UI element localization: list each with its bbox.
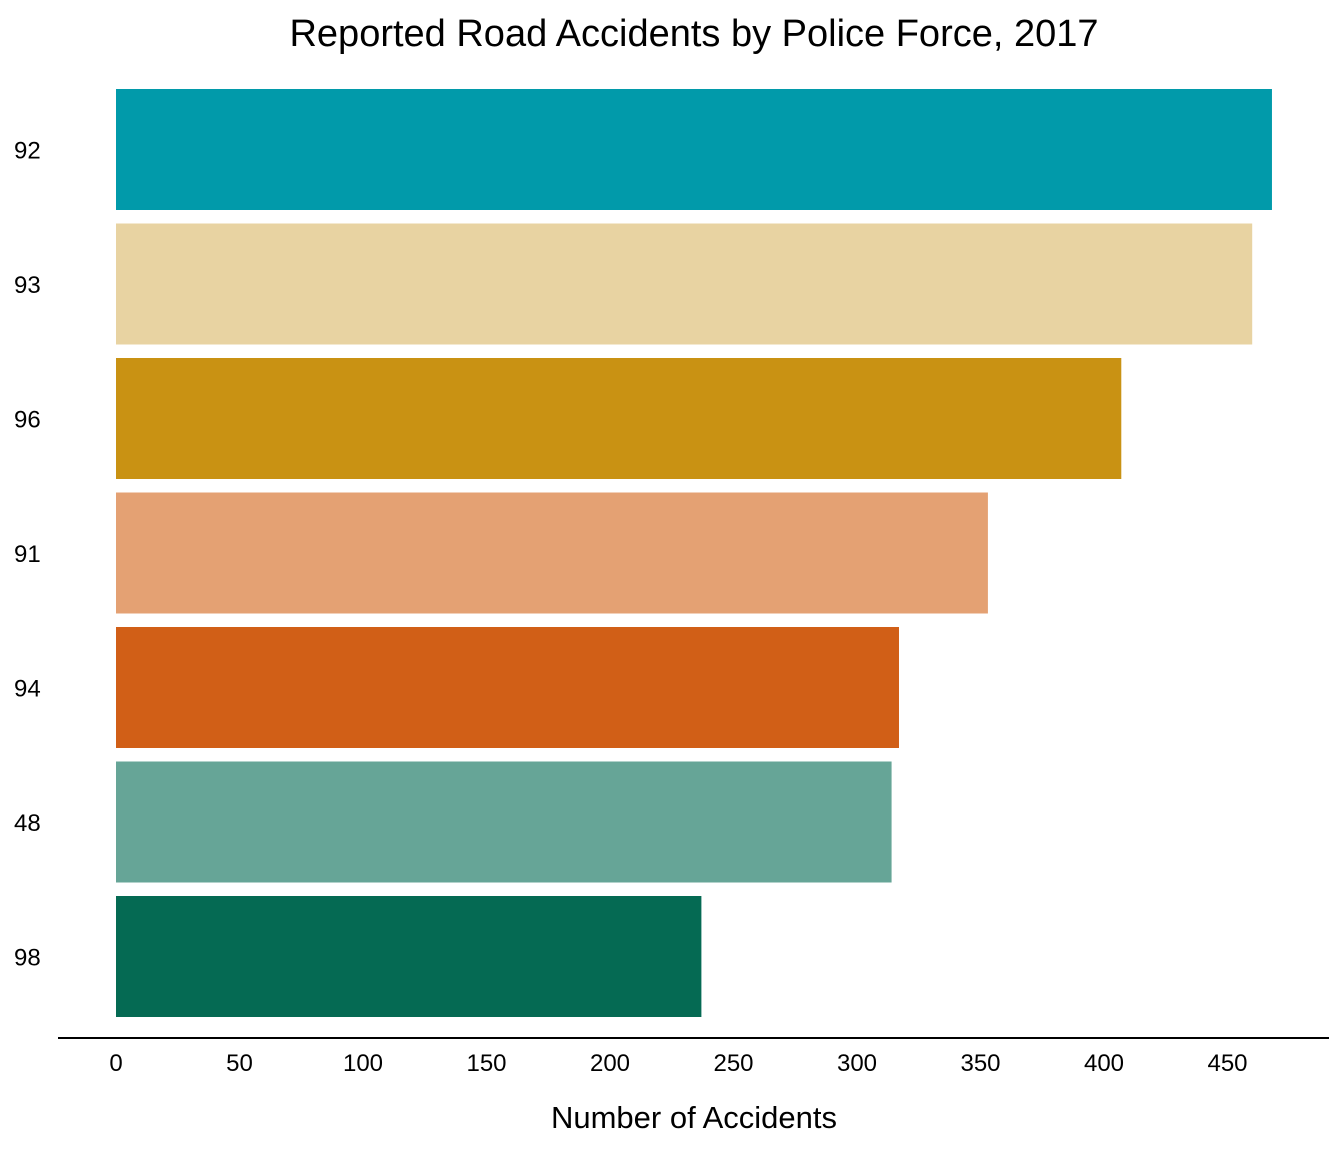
chart-title: Reported Road Accidents by Police Force,… — [289, 13, 1098, 55]
bar-94 — [116, 627, 899, 748]
x-tick-label-350: 350 — [960, 1050, 1000, 1077]
x-tick-label-300: 300 — [837, 1050, 877, 1077]
bar-98 — [116, 896, 702, 1017]
y-tick-label-98: 98 — [14, 945, 41, 972]
bar-91 — [116, 492, 988, 614]
bar-92 — [116, 89, 1272, 210]
x-tick-label-450: 450 — [1207, 1050, 1247, 1077]
x-axis-ticks: 0 50 100 150 200 250 300 350 400 450 — [109, 1050, 1247, 1077]
x-tick-label-200: 200 — [590, 1050, 630, 1077]
y-axis-labels: 92 93 96 91 94 48 98 — [14, 138, 41, 972]
bar-96 — [116, 358, 1122, 479]
y-tick-label-93: 93 — [14, 272, 41, 299]
y-tick-label-94: 94 — [14, 676, 41, 703]
y-tick-label-48: 48 — [14, 810, 41, 837]
y-tick-label-91: 91 — [14, 541, 41, 568]
y-tick-label-92: 92 — [14, 138, 41, 165]
x-tick-label-0: 0 — [109, 1050, 122, 1077]
bar-48 — [116, 761, 892, 883]
x-tick-label-150: 150 — [466, 1050, 506, 1077]
bar-93 — [116, 223, 1253, 345]
y-tick-label-96: 96 — [14, 407, 41, 434]
x-tick-label-50: 50 — [226, 1050, 253, 1077]
x-tick-label-250: 250 — [713, 1050, 753, 1077]
bar-group — [116, 89, 1272, 1017]
x-tick-label-400: 400 — [1084, 1050, 1124, 1077]
x-tick-label-100: 100 — [343, 1050, 383, 1077]
x-axis-title: Number of Accidents — [551, 1100, 837, 1135]
